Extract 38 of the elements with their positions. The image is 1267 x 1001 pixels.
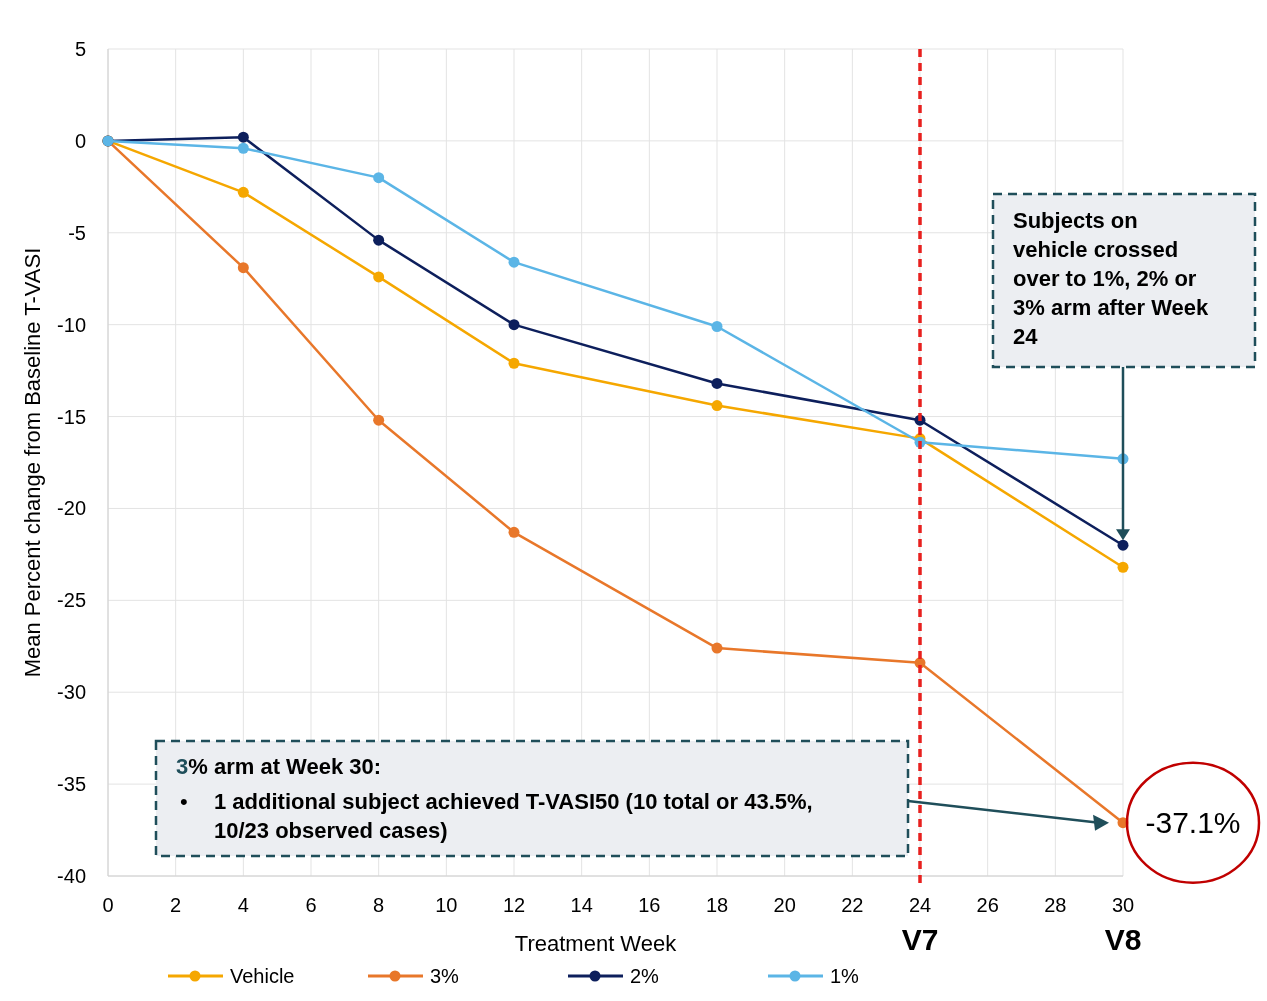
y-tick-label: -10 bbox=[57, 313, 86, 336]
ref-line-label: V7 bbox=[901, 923, 939, 956]
x-tick-label: 6 bbox=[305, 894, 317, 916]
legend-label: 3% bbox=[430, 965, 460, 987]
x-tick-label: 16 bbox=[638, 894, 661, 916]
y-tick-label: -30 bbox=[57, 681, 86, 704]
y-tick-label: 5 bbox=[74, 38, 86, 60]
x-tick-label: 26 bbox=[976, 894, 999, 916]
x-tick-label: 10 bbox=[435, 894, 458, 916]
y-tick-label: -20 bbox=[57, 497, 86, 520]
annotation: • 1 additional subject achieved T-VASI50 (10 total or 43.5%, 10/23 observed cases) bbox=[180, 789, 813, 843]
text: V8 bbox=[1104, 923, 1142, 956]
legend-label: 2% bbox=[630, 965, 660, 987]
x-tick-label: 0 bbox=[102, 894, 114, 916]
y-tick-label: -40 bbox=[57, 865, 86, 887]
y-tick-label: -25 bbox=[57, 589, 86, 612]
y-tick-label: 0 bbox=[74, 129, 86, 152]
y-tick-label: -15 bbox=[57, 405, 86, 428]
x-tick-label: 4 bbox=[237, 894, 249, 916]
annotation: Subjects on vehicle crossed over to 1%, 2% or 3% arm after Week 24 bbox=[1013, 208, 1210, 349]
x-tick-label: 14 bbox=[570, 894, 593, 916]
annotation: 3% arm at Week 30: bbox=[176, 754, 382, 779]
x-tick-label: 22 bbox=[841, 894, 864, 916]
x-tick-label: 20 bbox=[773, 894, 796, 916]
legend-label: 1% bbox=[830, 965, 860, 987]
x-axis-title: Treatment Week bbox=[514, 931, 678, 956]
x-tick-label: 12 bbox=[502, 894, 526, 916]
y-axis-title: Mean Percent change from Baseline T-VASI bbox=[20, 247, 45, 678]
x-tick-label: 8 bbox=[373, 894, 385, 916]
x-tick-label: 24 bbox=[908, 894, 932, 916]
annotation: -37.1% bbox=[1145, 806, 1241, 840]
y-tick-label: -35 bbox=[57, 773, 86, 796]
legend-label: Vehicle bbox=[230, 965, 295, 987]
x-tick-label: 2 bbox=[170, 894, 182, 916]
x-tick-label: 30 bbox=[1111, 894, 1135, 916]
x-tick-label: 18 bbox=[705, 894, 729, 916]
x-tick-label: 28 bbox=[1044, 894, 1067, 916]
y-tick-label: -5 bbox=[68, 221, 86, 244]
